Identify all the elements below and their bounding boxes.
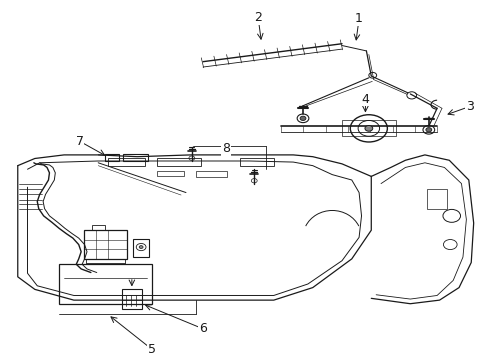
Circle shape bbox=[364, 126, 372, 131]
Bar bbox=[59, 264, 152, 304]
Bar bbox=[92, 225, 104, 230]
Bar bbox=[108, 158, 144, 166]
Text: 3: 3 bbox=[465, 100, 473, 113]
Circle shape bbox=[300, 116, 305, 121]
Bar bbox=[133, 239, 149, 257]
Bar bbox=[239, 158, 273, 166]
Bar bbox=[341, 121, 395, 136]
Bar bbox=[157, 171, 183, 176]
Text: 2: 2 bbox=[254, 12, 262, 24]
Bar bbox=[104, 154, 119, 161]
Bar bbox=[427, 189, 446, 209]
Circle shape bbox=[406, 92, 416, 99]
Bar bbox=[123, 154, 148, 161]
Text: 7: 7 bbox=[76, 135, 83, 148]
Bar bbox=[157, 158, 200, 166]
Bar bbox=[83, 230, 127, 259]
Text: 6: 6 bbox=[199, 322, 206, 335]
Text: 1: 1 bbox=[354, 12, 362, 25]
Circle shape bbox=[139, 246, 143, 248]
Circle shape bbox=[425, 128, 431, 132]
Text: 4: 4 bbox=[361, 93, 368, 106]
Bar bbox=[195, 171, 227, 177]
Text: 8: 8 bbox=[222, 142, 229, 155]
Text: 5: 5 bbox=[147, 343, 156, 356]
Bar bbox=[122, 289, 142, 309]
